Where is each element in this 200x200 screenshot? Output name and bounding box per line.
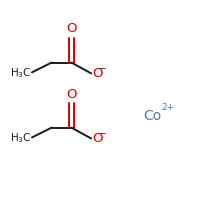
Text: O: O — [66, 88, 77, 101]
Text: $\mathsf{H_3C}$: $\mathsf{H_3C}$ — [10, 66, 32, 80]
Text: O: O — [93, 67, 103, 80]
Text: O: O — [93, 132, 103, 145]
Text: −: − — [98, 128, 106, 137]
Text: −: − — [98, 63, 106, 72]
Text: O: O — [66, 22, 77, 36]
Text: 2+: 2+ — [161, 103, 174, 112]
Text: Co: Co — [143, 109, 162, 123]
Text: $\mathsf{H_3C}$: $\mathsf{H_3C}$ — [10, 132, 32, 145]
